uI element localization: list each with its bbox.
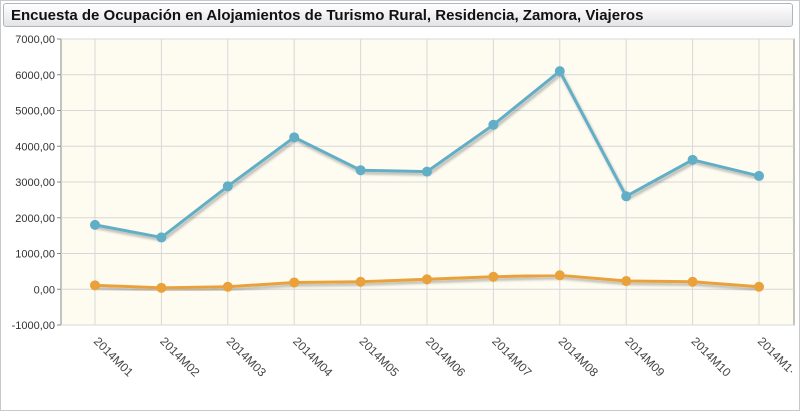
- data-point[interactable]: [222, 181, 233, 192]
- data-point[interactable]: [488, 119, 499, 130]
- data-point[interactable]: [754, 170, 764, 181]
- data-point[interactable]: [156, 232, 167, 243]
- y-tick-label: 3000,00: [15, 177, 55, 189]
- data-point[interactable]: [687, 154, 698, 165]
- data-point[interactable]: [554, 66, 565, 77]
- x-tick-label: 2014M01: [91, 334, 137, 380]
- y-tick-label: 0,00: [34, 284, 55, 296]
- y-tick-label: 5000,00: [15, 106, 55, 118]
- data-point[interactable]: [621, 276, 632, 287]
- chart-title: Encuesta de Ocupación en Alojamientos de…: [11, 7, 644, 24]
- x-tick-label: 2014M09: [622, 334, 668, 380]
- x-tick-label: 2014M05: [356, 334, 402, 380]
- series-layer: [90, 66, 764, 293]
- y-axis-ticks: 7000,00 6000,00 5000,00 4000,00 3000,00 2000,…: [12, 34, 61, 332]
- series-2: [90, 270, 764, 293]
- data-point[interactable]: [422, 274, 432, 285]
- x-tick-label: 2014M03: [224, 334, 270, 380]
- y-tick-label: 1000,00: [15, 249, 55, 261]
- y-tick-label: 7000,00: [15, 34, 55, 46]
- data-point[interactable]: [289, 277, 300, 288]
- data-point[interactable]: [621, 191, 632, 202]
- data-point[interactable]: [554, 270, 565, 281]
- data-point[interactable]: [355, 276, 366, 287]
- x-tick-label: 2014M06: [423, 334, 469, 380]
- data-point[interactable]: [90, 280, 100, 291]
- x-tick-label: 2014M08: [556, 334, 602, 380]
- y-tick-label: -1000,00: [12, 320, 55, 332]
- data-point[interactable]: [90, 219, 100, 230]
- y-tick-label: 2000,00: [15, 213, 55, 225]
- y-tick-label: 6000,00: [15, 70, 55, 82]
- data-point[interactable]: [222, 281, 233, 292]
- data-point[interactable]: [355, 165, 366, 176]
- data-point[interactable]: [156, 282, 167, 293]
- data-point[interactable]: [687, 276, 698, 287]
- x-tick-label: 2014M10: [688, 334, 734, 380]
- data-point[interactable]: [754, 281, 764, 292]
- y-tick-label: 4000,00: [15, 141, 55, 153]
- data-point[interactable]: [488, 271, 499, 282]
- series-1: [90, 66, 764, 243]
- x-tick-label: 2014M07: [489, 334, 535, 380]
- data-point[interactable]: [422, 166, 432, 177]
- data-point[interactable]: [289, 132, 300, 143]
- x-tick-label: 2014M02: [157, 334, 203, 380]
- chart-title-bar: Encuesta de Ocupación en Alojamientos de…: [3, 3, 793, 27]
- x-tick-label: 2014M04: [290, 334, 336, 380]
- x-tick-label: 2014M1·: [755, 334, 798, 377]
- x-axis-ticks: 2014M01 2014M02 2014M03 2014M04 2014M05 2014M…: [91, 334, 798, 380]
